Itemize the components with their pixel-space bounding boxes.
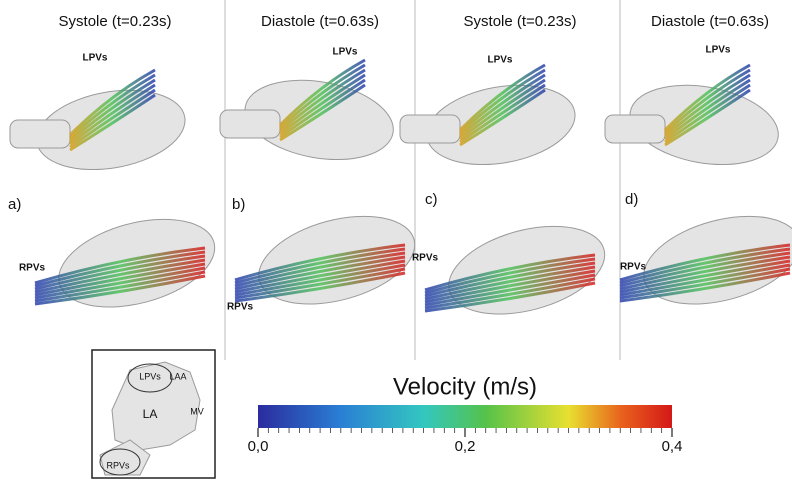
streamline [234, 247, 406, 285]
panel-label: d) [625, 191, 638, 208]
panel-title: Diastole (t=0.63s) [651, 13, 769, 30]
streamline [234, 255, 406, 291]
streamline [278, 63, 366, 130]
streamline [459, 83, 546, 144]
streamline [234, 263, 406, 297]
panel-title: Diastole (t=0.63s) [261, 13, 379, 30]
outline [99, 448, 141, 476]
panel-title: Systole (t=0.23s) [464, 13, 577, 30]
vessel [604, 114, 666, 144]
streamline [459, 73, 546, 138]
panel-label: b) [232, 196, 245, 213]
inset-label: LAA [169, 371, 186, 381]
streamline [619, 251, 791, 288]
streamline [69, 83, 156, 146]
streamline [664, 78, 751, 141]
streamline [424, 253, 596, 292]
streamline [34, 250, 206, 288]
inset: LPVs LAA LA MV RPVs [91, 349, 216, 479]
inset-label: LPVs [139, 371, 161, 381]
streamline [619, 255, 791, 291]
vessel [9, 119, 71, 149]
streamline [664, 83, 751, 144]
streamline [619, 247, 791, 285]
streamline [69, 88, 156, 149]
streamline [34, 270, 206, 303]
streamline [458, 63, 546, 132]
inset-label: MV [190, 406, 204, 416]
tick-label: 0,0 [248, 438, 269, 455]
streamline [34, 246, 206, 285]
streamline [424, 269, 596, 304]
streamline [663, 68, 751, 135]
streamline [34, 262, 206, 297]
streamline [664, 73, 751, 138]
streamline [619, 259, 791, 294]
streamline [68, 68, 156, 137]
streamline [459, 88, 546, 147]
streamline [69, 78, 156, 143]
panels: Systole (t=0.23s) a) LPVs RPVs Diastole (t=0… [8, 13, 792, 315]
vein-label: LPVs [705, 45, 730, 56]
vein-label: LPVs [82, 53, 107, 64]
streamline [234, 271, 406, 303]
vessel [219, 109, 281, 139]
streamline [279, 83, 366, 142]
streamline [424, 281, 596, 313]
streamline [279, 68, 366, 133]
vein-label: LPVs [332, 47, 357, 58]
streamline [424, 265, 596, 301]
panel-label: c) [425, 191, 438, 208]
separators [224, 0, 621, 360]
inset-label: RPVs [106, 460, 130, 470]
streamline [664, 88, 751, 147]
vein-label: RPVs [620, 262, 647, 273]
streamline [278, 58, 366, 127]
streamline [234, 267, 406, 300]
streamline [234, 251, 406, 288]
streamline [619, 267, 791, 300]
atrium-shape [111, 361, 201, 451]
streamline [458, 68, 546, 135]
streamline [424, 277, 596, 310]
streamline [459, 78, 546, 141]
streamline [619, 271, 791, 303]
vein-label: LPVs [487, 55, 512, 66]
streamline [279, 73, 366, 136]
panel-title: Systole (t=0.23s) [59, 13, 172, 30]
streamline [68, 73, 156, 140]
streamline [663, 63, 751, 132]
streamline [279, 78, 366, 139]
vein-label: RPVs [412, 253, 439, 264]
colorbar: Velocity (m/s) 0,0 0,2 0,4 [248, 373, 683, 455]
colorbar-title: Velocity (m/s) [393, 373, 537, 400]
vein-label: RPVs [19, 263, 46, 274]
streamline [619, 243, 791, 282]
inset-label: LA [143, 407, 158, 421]
vessel [399, 114, 461, 144]
streamline [34, 254, 206, 291]
streamline [234, 259, 406, 294]
colorbar-gradient [258, 405, 672, 428]
tick-label: 0,4 [662, 438, 683, 455]
vein-shape [99, 439, 151, 476]
streamline [619, 263, 791, 297]
tick-label: 0,2 [455, 438, 476, 455]
streamline [424, 257, 596, 295]
streamline [424, 261, 596, 298]
streamline [424, 273, 596, 307]
panel-label: a) [8, 196, 21, 213]
vein-label: RPVs [227, 302, 254, 313]
streamline [69, 93, 156, 152]
streamline [34, 258, 206, 294]
outline [127, 363, 173, 393]
streamline [34, 266, 206, 300]
streamline [234, 243, 406, 282]
streamline [34, 274, 206, 306]
